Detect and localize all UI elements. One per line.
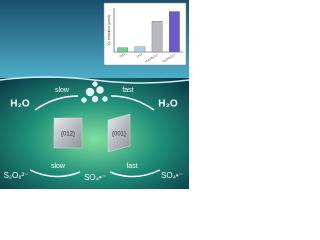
label: {012} <box>61 132 75 138</box>
label: H₂O <box>158 99 178 110</box>
crystal-left <box>53 117 83 149</box>
y-axis-label: O₂ evolution (μmol) <box>107 15 111 45</box>
bar <box>117 47 128 53</box>
inset-chart: O₂ evolution (μmol) H₂O H₂O H₂O/S₂O₈²⁻ H₂O/… <box>103 2 187 66</box>
x-tick-label: H₂O/S₂O₈²⁻ <box>162 52 178 64</box>
label: slow <box>51 163 66 170</box>
label: SO₄•⁻ <box>161 171 183 180</box>
bar <box>151 21 163 53</box>
label: SO₄•⁻ <box>84 173 106 182</box>
label: H₂O <box>10 99 30 110</box>
label: fast <box>126 163 137 170</box>
graphic: H₂O H₂O slow fast {012} {001} S₂O₈²⁻ slo… <box>0 0 190 189</box>
bar <box>169 11 180 53</box>
label: slow <box>55 87 70 94</box>
x-tick-label: H₂O <box>136 52 143 59</box>
bubbles <box>81 81 108 103</box>
water-surface <box>0 76 190 84</box>
label: {001} <box>112 132 126 138</box>
x-tick-label: H₂O/S₂O₈²⁻ <box>144 52 160 64</box>
label: fast <box>122 87 133 94</box>
x-tick-label: H₂O <box>119 52 126 59</box>
bar <box>134 46 146 53</box>
labels: H₂O H₂O slow fast {012} {001} S₂O₈²⁻ slo… <box>4 87 183 182</box>
crystal-right <box>107 113 131 153</box>
label: S₂O₈²⁻ <box>4 171 29 180</box>
arrows <box>29 95 161 178</box>
